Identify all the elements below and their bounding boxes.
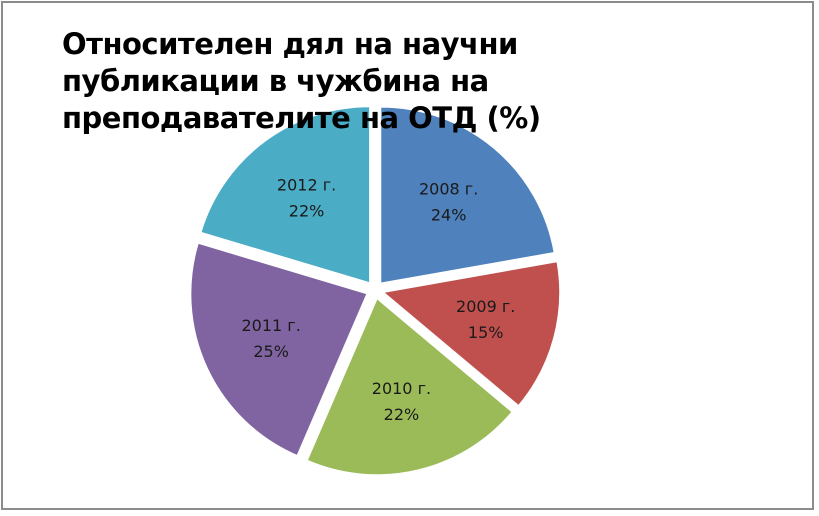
slice-category-label: 2011 г. [241,316,300,335]
pie-slice [190,242,368,457]
slice-category-label: 2009 г. [456,297,515,316]
slice-value-label: 22% [289,202,325,221]
slice-value-label: 25% [253,342,289,361]
pie-slice [382,261,561,407]
pie-slice [200,106,371,284]
chart-title: Относителен дял на научни публикации в ч… [62,27,541,135]
slice-value-label: 22% [384,405,420,424]
slice-category-label: 2008 г. [419,180,478,199]
slice-category-label: 2012 г. [277,176,336,195]
slice-value-label: 15% [468,323,504,342]
pie-slice [380,106,555,284]
slice-value-label: 24% [431,206,467,225]
pie-slice [306,297,513,476]
slice-category-label: 2010 г. [372,379,431,398]
chart-frame [1,1,814,510]
